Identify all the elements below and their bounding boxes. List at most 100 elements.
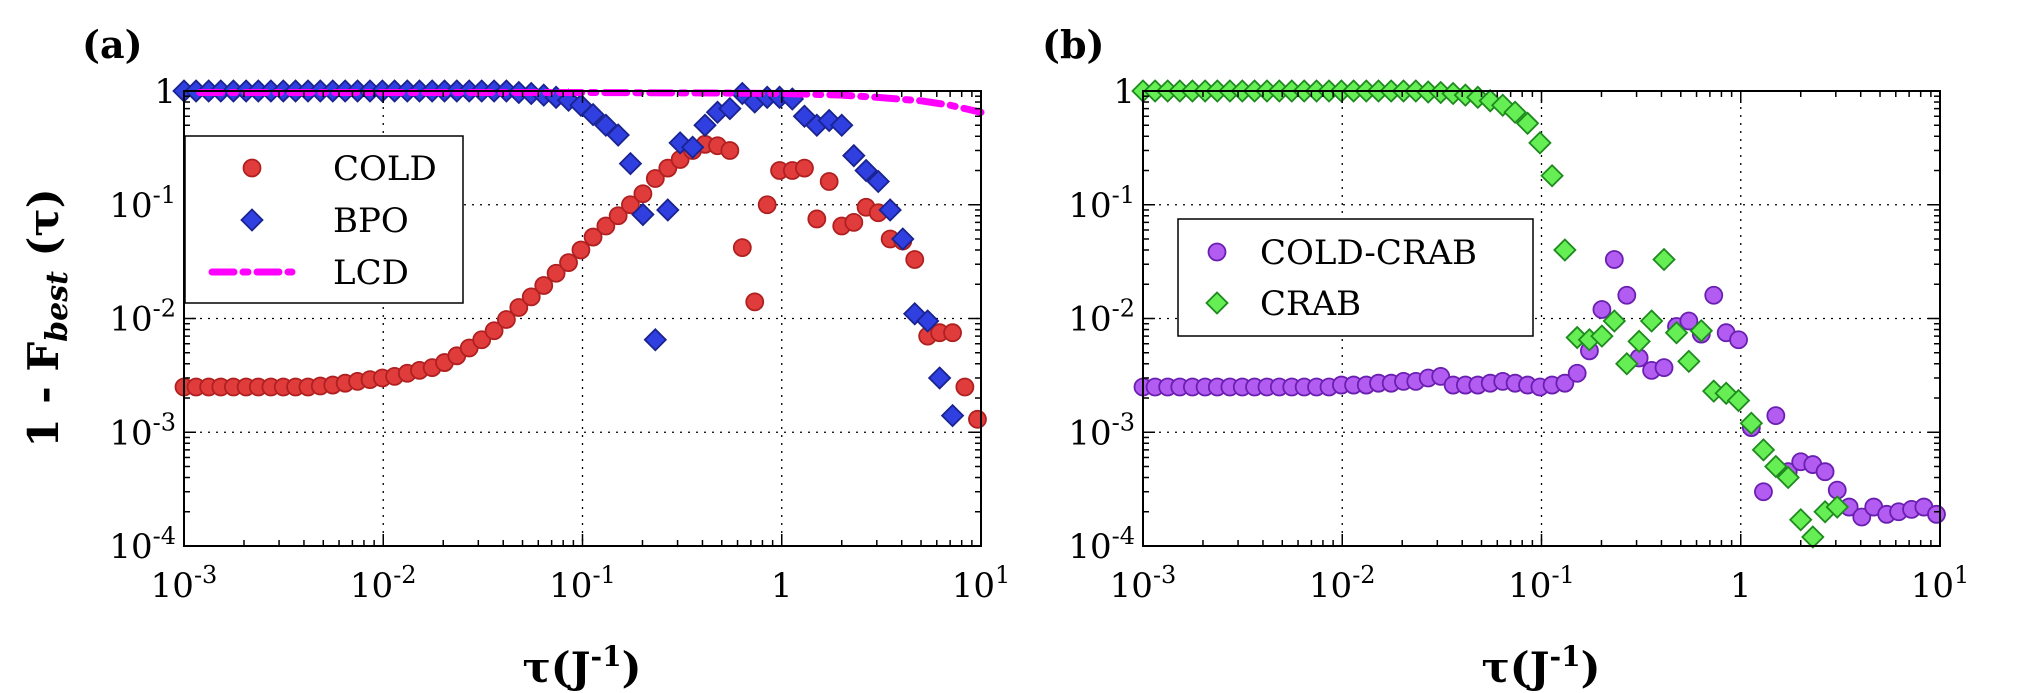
panel-b-crab-point bbox=[1764, 454, 1788, 479]
panel-b-crab-point bbox=[1627, 329, 1651, 354]
panel-a-cold-point bbox=[795, 158, 814, 178]
panel-a-cold-point bbox=[472, 330, 492, 350]
panel-b-legend-box bbox=[1177, 218, 1534, 337]
panel-b-grid bbox=[1143, 91, 1940, 546]
x-axis-title-b: τ(J-1) bbox=[1482, 640, 1601, 692]
panel-b-cold-crab-point bbox=[1852, 507, 1872, 527]
panel-b-series bbox=[1131, 79, 1946, 549]
panel-b-crab-point bbox=[1801, 525, 1825, 549]
panel-a-y-tick-label: 10-3 bbox=[109, 408, 176, 453]
panel-b-cold-crab-point bbox=[1679, 311, 1699, 331]
panel-a-x-tick-label: 10-2 bbox=[350, 561, 417, 606]
panel-a-grid bbox=[184, 91, 981, 546]
x-axis-title-b-main: τ(J bbox=[1482, 643, 1550, 692]
panel-a-cold-point bbox=[534, 276, 554, 295]
panel-a-bpo-point bbox=[581, 102, 605, 127]
panel-a-cold-point bbox=[583, 227, 603, 247]
panel-b-crab-legend-swatch bbox=[1205, 291, 1229, 315]
panel-a-cold-point bbox=[819, 172, 839, 191]
panel-b-crab-point bbox=[1788, 508, 1813, 532]
panel-a-cold-point bbox=[633, 184, 653, 204]
panel-a-cold-point bbox=[596, 216, 616, 236]
panel-a-bpo-point bbox=[927, 366, 952, 390]
panel-b-crab-point bbox=[1664, 320, 1689, 345]
panel-b-cold-crab-point bbox=[1654, 358, 1674, 378]
panel-a-legend: COLD BPO LCD bbox=[184, 135, 464, 304]
panel-b-crab-point bbox=[1590, 324, 1614, 348]
panel-b-x-tick-label: 101 bbox=[1911, 561, 1970, 606]
panel-b-label: (b) bbox=[1042, 22, 1105, 67]
panel-a-cold-point bbox=[559, 253, 578, 273]
panel-b-y-tick-label: 10-1 bbox=[1068, 181, 1135, 226]
panel-b-crab-point bbox=[1528, 131, 1552, 155]
panel-a-bpo-point bbox=[866, 169, 891, 194]
panel-b-cold-crab-point bbox=[1766, 406, 1786, 426]
panel-a-cold-point bbox=[546, 263, 566, 283]
panel-a-bpo-point bbox=[842, 143, 866, 168]
panel-a-bpo-point bbox=[891, 227, 915, 251]
panel-a-cold-point bbox=[608, 206, 628, 226]
panel-a-label: (a) bbox=[82, 22, 143, 67]
panel-a-x-tick-label: 10-1 bbox=[549, 561, 616, 606]
panel-b-crab-point bbox=[1639, 309, 1664, 333]
panel-a-cold-point bbox=[521, 287, 541, 307]
panel-a-cold-point bbox=[732, 238, 752, 258]
panel-a-bpo-point bbox=[656, 198, 680, 222]
panel-a-y-tick-label: 1 bbox=[154, 72, 176, 112]
y-axis-title-sub: best bbox=[40, 271, 75, 342]
panel-a-cold-point bbox=[968, 409, 987, 429]
panel-a-y-tick-label: 10-1 bbox=[109, 181, 176, 226]
panel-a-cold-point bbox=[645, 169, 665, 188]
panel-b-y-tick-label: 1 bbox=[1113, 72, 1135, 112]
panel-a-legend-bpo-label: BPO bbox=[333, 201, 409, 241]
panel-a-bpo-point bbox=[618, 151, 643, 176]
panel-a-cold-point bbox=[484, 321, 504, 341]
panel-b-cold-crab-point bbox=[1815, 462, 1835, 482]
panel-a-cold-point bbox=[807, 209, 827, 229]
panel-b-cold-crab-legend-swatch bbox=[1207, 242, 1227, 262]
panel-b-x-tick-label: 10-1 bbox=[1508, 561, 1575, 606]
panel-a-bpo-point bbox=[915, 309, 940, 333]
panel-a-lcd-line bbox=[196, 89, 985, 116]
panel-a-x-tick-label: 101 bbox=[952, 561, 1011, 606]
panel-a-cold-point bbox=[757, 195, 777, 215]
panel-b-cold-crab-point bbox=[1729, 330, 1748, 350]
panel-b-crab-point bbox=[1776, 465, 1800, 490]
x-axis-title-a: τ(J-1) bbox=[523, 640, 642, 692]
panel-a-legend-cold-label: COLD bbox=[333, 149, 437, 189]
panel-a-bpo-point bbox=[829, 113, 854, 138]
panel-a-cold-point bbox=[905, 250, 925, 269]
panel-a-bpo-point bbox=[680, 135, 705, 160]
panel-a-x-tick-label: 1 bbox=[771, 566, 793, 606]
y-axis-title: 1 - Fbest (τ) bbox=[19, 188, 75, 447]
panel-b-y-tick-label: 10-4 bbox=[1068, 522, 1135, 567]
panel-a-bpo-point bbox=[631, 202, 655, 227]
panel-a-cold-point bbox=[745, 292, 765, 312]
panel-b-y-tick-label: 10-3 bbox=[1068, 408, 1135, 453]
panel-a-cold-point bbox=[509, 298, 529, 317]
panel-b-crab-point bbox=[1515, 111, 1540, 136]
panel-b-x-tick-label: 10-2 bbox=[1309, 561, 1376, 606]
panel-b-cold-crab-point bbox=[1604, 250, 1624, 269]
panel-b-crab-point bbox=[1652, 247, 1676, 272]
panel-b-cold-crab-point bbox=[1592, 300, 1612, 319]
panel-a-y-tick-label: 10-2 bbox=[109, 295, 176, 340]
panel-b-cold-crab-point bbox=[1617, 285, 1637, 305]
panel-a-cold-point bbox=[844, 212, 864, 232]
panel-a-bpo-point bbox=[878, 198, 902, 222]
panel-a-cold-point bbox=[496, 310, 516, 329]
panel-a-bpo-point bbox=[718, 96, 742, 121]
panel-a-cold-point bbox=[621, 195, 640, 215]
panel-b-crab-point bbox=[1739, 411, 1764, 436]
panel-a-bpo-point bbox=[940, 403, 965, 428]
panel-b-cold-crab-point bbox=[1754, 482, 1773, 502]
panel-b-crab-point bbox=[1825, 495, 1850, 519]
panel-b-y-tick-label: 10-2 bbox=[1068, 295, 1135, 340]
panel-b-crab-point bbox=[1602, 309, 1627, 333]
panel-b-cold-crab-point bbox=[1704, 285, 1724, 305]
